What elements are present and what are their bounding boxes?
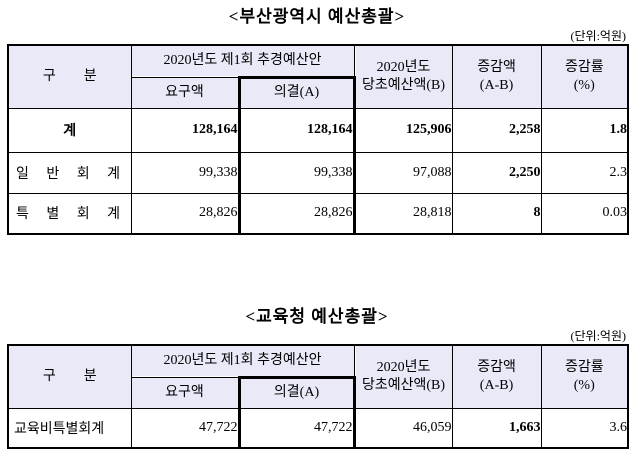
change-value: 1,663 <box>451 407 542 449</box>
table-row-total: 계 128,164 128,164 125,906 2,258 1.8 <box>7 107 629 153</box>
header-change-line2: (A-B) <box>479 77 514 93</box>
header-rate-line1: 증감률 <box>564 360 604 376</box>
busan-unit-label: (단위:억원) <box>570 29 627 43</box>
header-resolved: 의결(A) <box>237 75 356 109</box>
header-rate-line1: 증감률 <box>564 60 604 76</box>
header-rate-line2: (%) <box>573 77 595 93</box>
busan-section-title: <부산광역시 예산총괄> <box>228 7 406 26</box>
header-change-rate: 증감률 (%) <box>540 344 629 409</box>
header-initial-line1: 2020년도 <box>376 60 431 76</box>
resolved-value: 128,164 <box>237 107 356 153</box>
education-section-title: <교육청 예산총괄> <box>245 307 389 326</box>
table-row-special-account: 특 별 회 계 28,826 28,826 28,818 8 0.03 <box>7 192 629 235</box>
header-supplementary-2020: 2020년도 제1회 추경예산안 <box>130 44 355 78</box>
header-category: 구 분 <box>7 44 132 109</box>
header-change-amount: 증감액 (A-B) <box>451 344 542 409</box>
rate-value: 1.8 <box>540 107 629 153</box>
header-initial-line2: 당초예산액(B) <box>361 377 446 393</box>
row-label: 계 <box>7 107 132 153</box>
header-initial-budget: 2020년도 당초예산액(B) <box>353 44 453 109</box>
requested-value: 28,826 <box>130 192 240 235</box>
requested-value: 128,164 <box>130 107 240 153</box>
rate-value: 0.03 <box>540 192 629 235</box>
header-initial-line1: 2020년도 <box>376 360 431 376</box>
row-label: 특 별 회 계 <box>7 192 132 235</box>
initial-value: 28,818 <box>353 192 453 235</box>
header-change-rate: 증감률 (%) <box>540 44 629 109</box>
header-change-line2: (A-B) <box>479 377 514 393</box>
requested-value: 99,338 <box>130 151 240 194</box>
resolved-value: 47,722 <box>237 407 356 449</box>
rate-value: 3.6 <box>540 407 629 449</box>
header-initial-line2: 당초예산액(B) <box>361 77 446 93</box>
header-change-amount: 증감액 (A-B) <box>451 44 542 109</box>
header-resolved: 의결(A) <box>237 375 356 409</box>
header-supplementary-2020: 2020년도 제1회 추경예산안 <box>130 344 355 378</box>
initial-value: 97,088 <box>353 151 453 194</box>
change-value: 8 <box>451 192 542 235</box>
initial-value: 46,059 <box>353 407 453 449</box>
row-label: 교육비특별회계 <box>7 407 132 449</box>
busan-budget-table: 구 분 2020년도 제1회 추경예산안 2020년도 당초예산액(B) 증감액… <box>7 44 630 235</box>
header-category: 구 분 <box>7 344 132 409</box>
header-requested: 요구액 <box>130 76 240 109</box>
header-change-line1: 증감액 <box>477 60 516 76</box>
resolved-value: 99,338 <box>237 151 356 194</box>
education-unit-label: (단위:억원) <box>570 329 627 343</box>
change-value: 2,258 <box>451 107 542 153</box>
header-requested: 요구액 <box>130 376 240 409</box>
header-rate-line2: (%) <box>573 377 595 393</box>
header-initial-budget: 2020년도 당초예산액(B) <box>353 344 453 409</box>
resolved-value: 28,826 <box>237 192 356 235</box>
table-row-education-special-account: 교육비특별회계 47,722 47,722 46,059 1,663 3.6 <box>7 407 629 449</box>
education-budget-table: 구 분 2020년도 제1회 추경예산안 2020년도 당초예산액(B) 증감액… <box>7 344 630 449</box>
initial-value: 125,906 <box>353 107 453 153</box>
change-value: 2,250 <box>451 151 542 194</box>
table-row-general-account: 일 반 회 계 99,338 99,338 97,088 2,250 2.3 <box>7 151 629 194</box>
rate-value: 2.3 <box>540 151 629 194</box>
row-label: 일 반 회 계 <box>7 151 132 194</box>
header-change-line1: 증감액 <box>477 360 516 376</box>
requested-value: 47,722 <box>130 407 240 449</box>
